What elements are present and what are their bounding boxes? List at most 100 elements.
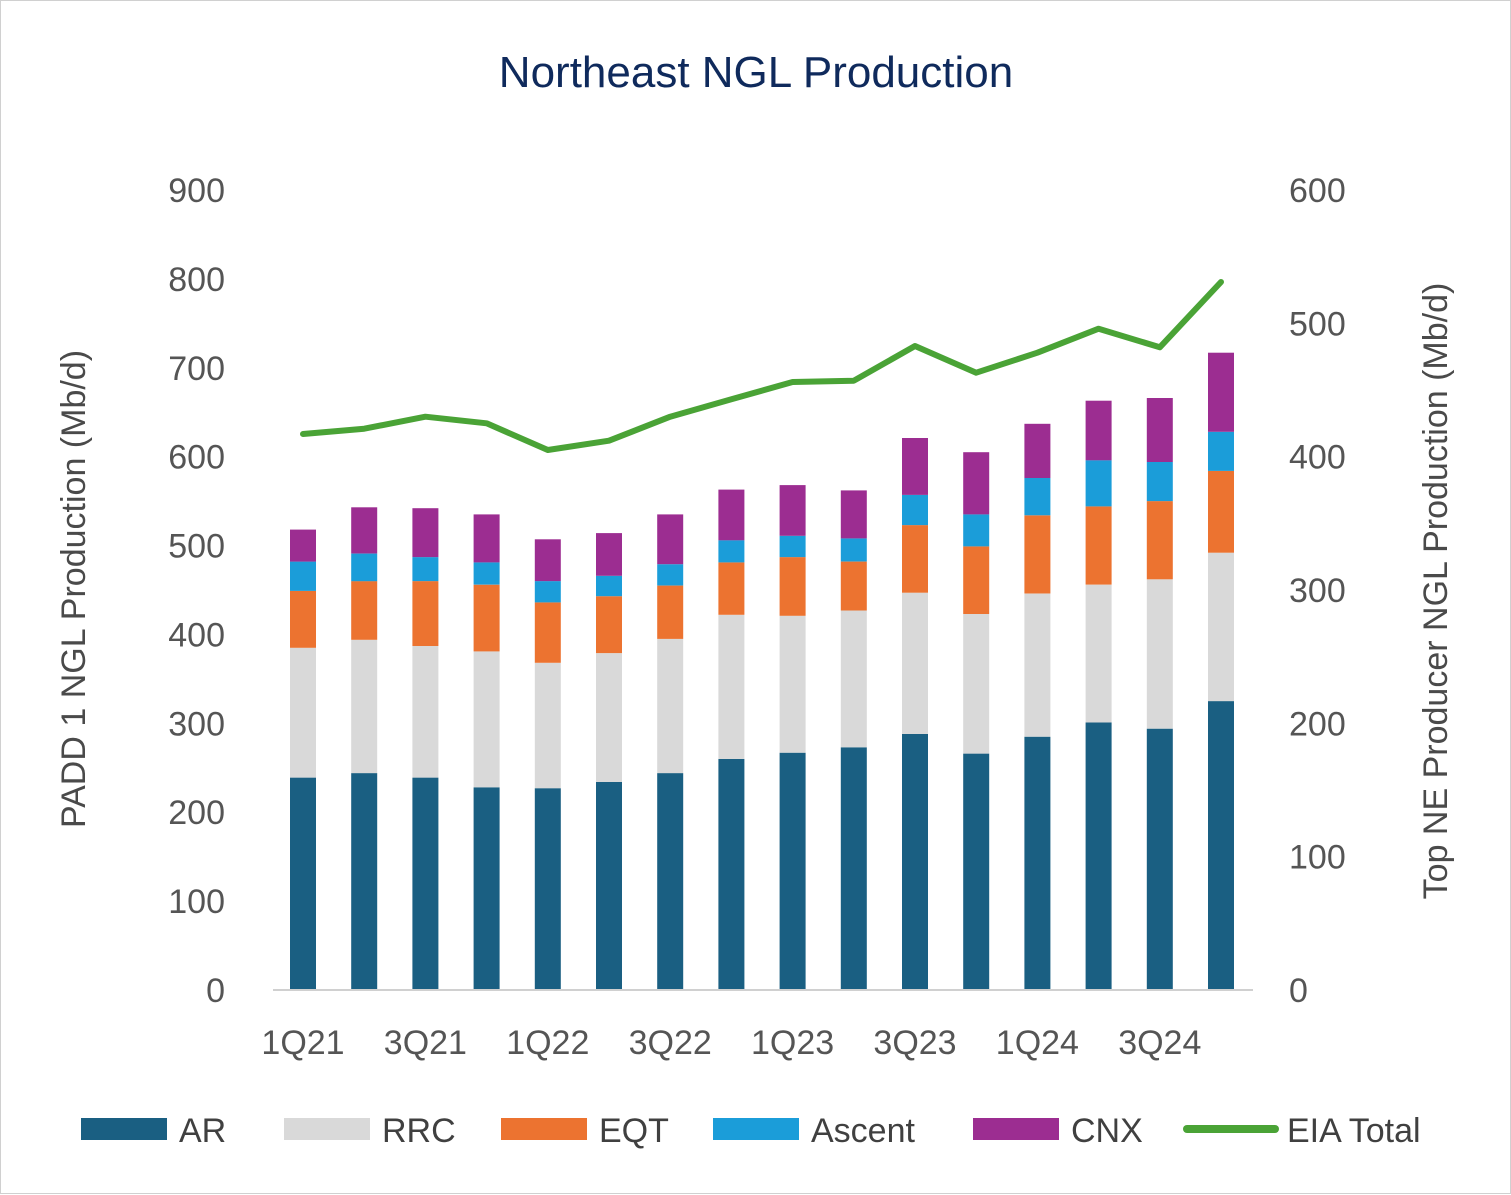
bar-eqt-2q22 <box>596 596 622 654</box>
bar-rrc-3q21 <box>412 646 439 778</box>
legend-swatch-ar <box>81 1118 167 1140</box>
bar-rrc-1q23 <box>779 615 806 753</box>
y-tick-label: 400 <box>168 616 225 654</box>
legend-swatch-cnx <box>973 1118 1059 1140</box>
x-tick-label: 1Q24 <box>996 1024 1079 1062</box>
bar-ascent-3q22 <box>657 564 684 586</box>
bar-ar-4q21 <box>473 787 500 990</box>
bar-cnx-2q22 <box>596 533 622 576</box>
bar-rrc-1q21 <box>290 647 316 778</box>
bar-ar-2q24 <box>1085 722 1112 990</box>
bar-ar-1q24 <box>1024 736 1051 990</box>
bar-ascent-2q24 <box>1085 460 1112 507</box>
bar-ascent-2q21 <box>351 553 378 582</box>
bars-layer <box>290 352 1234 990</box>
x-tick-label: 3Q21 <box>384 1024 467 1062</box>
y2-tick-label: 100 <box>1289 839 1346 877</box>
bar-ascent-3q23 <box>902 494 928 526</box>
y2-tick-label: 200 <box>1289 705 1346 743</box>
y-tick-label: 800 <box>168 261 225 299</box>
y-tick-label: 700 <box>168 350 225 388</box>
bar-rrc-2q21 <box>351 639 378 774</box>
legend-swatch-ascent <box>713 1118 799 1140</box>
legend-label-cnx: CNX <box>1071 1112 1143 1150</box>
x-tick-label: 1Q21 <box>261 1024 344 1062</box>
y-axis-left: 0 100 200 300 400 500 600 700 800 900 <box>168 172 225 1010</box>
bar-cnx-4q23 <box>963 452 990 515</box>
x-tick-label: 1Q23 <box>751 1024 834 1062</box>
bar-eqt-4q23 <box>963 546 990 614</box>
y2-tick-label: 400 <box>1289 439 1346 477</box>
x-tick-label: 3Q22 <box>629 1024 712 1062</box>
y-tick-label: 500 <box>168 528 225 566</box>
legend-label-eia-total: EIA Total <box>1287 1112 1421 1150</box>
legend-label-eqt: EQT <box>599 1112 669 1150</box>
bar-ascent-4q21 <box>473 562 500 585</box>
y-tick-label: 900 <box>168 172 225 210</box>
bar-ar-4q22 <box>718 758 745 990</box>
bar-eqt-3q24 <box>1146 501 1173 580</box>
y-tick-label: 100 <box>168 883 225 921</box>
bar-ar-3q21 <box>412 777 439 990</box>
bar-cnx-3q24 <box>1146 398 1173 462</box>
bar-eqt-1q21 <box>290 590 316 648</box>
y-tick-label: 0 <box>206 972 225 1010</box>
bar-ascent-4q23 <box>963 514 990 547</box>
bar-cnx-2q24 <box>1085 400 1112 461</box>
y-tick-label: 200 <box>168 794 225 832</box>
bar-rrc-4q22 <box>718 614 745 759</box>
x-tick-label: 3Q23 <box>873 1024 956 1062</box>
bar-ascent-3q24 <box>1146 462 1173 502</box>
y-tick-label: 600 <box>168 439 225 477</box>
legend-label-ar: AR <box>179 1112 226 1150</box>
chart-title: Northeast NGL Production <box>499 48 1013 97</box>
bar-ascent-1q24 <box>1024 478 1051 516</box>
bar-eqt-3q23 <box>902 525 928 593</box>
bar-ar-3q23 <box>902 734 928 990</box>
bar-rrc-4q21 <box>473 651 500 788</box>
y2-tick-label: 600 <box>1289 172 1346 210</box>
bar-cnx-1q21 <box>290 529 316 562</box>
y-axis-right: 0 100 200 300 400 500 600 <box>1289 172 1346 1010</box>
bar-cnx-3q22 <box>657 514 684 565</box>
line-layer <box>300 279 1224 453</box>
bar-ar-1q23 <box>779 752 806 990</box>
bar-rrc-1q22 <box>534 662 561 789</box>
bar-cnx-4q21 <box>473 514 500 563</box>
bar-eqt-2q21 <box>351 581 378 640</box>
bar-rrc-2q23 <box>840 610 867 748</box>
bar-cnx-1q23 <box>779 485 806 536</box>
bar-ar-4q24 <box>1208 701 1234 990</box>
bar-ascent-1q21 <box>290 561 316 591</box>
legend-label-ascent: Ascent <box>811 1112 915 1150</box>
bar-ar-1q21 <box>290 777 316 990</box>
bar-eqt-1q22 <box>534 602 561 663</box>
bar-ar-2q22 <box>596 782 622 990</box>
x-axis: 1Q21 3Q21 1Q22 3Q22 1Q23 3Q23 1Q24 3Q24 <box>261 1024 1201 1062</box>
bar-rrc-3q22 <box>657 638 684 774</box>
bar-ascent-1q22 <box>534 581 561 603</box>
bar-eqt-2q24 <box>1085 506 1112 585</box>
bar-eqt-3q21 <box>412 581 439 646</box>
bar-cnx-3q23 <box>902 438 928 495</box>
bar-ar-1q22 <box>534 788 561 990</box>
bar-ascent-4q24 <box>1208 431 1234 471</box>
bar-cnx-2q21 <box>351 507 378 554</box>
bar-cnx-3q21 <box>412 508 439 558</box>
bar-ar-2q23 <box>840 747 867 990</box>
y-tick-label: 300 <box>168 705 225 743</box>
bar-eqt-2q23 <box>840 561 867 611</box>
bar-rrc-4q24 <box>1208 552 1234 702</box>
bar-rrc-1q24 <box>1024 593 1051 737</box>
bar-ascent-3q21 <box>412 557 439 582</box>
bar-eqt-4q24 <box>1208 470 1234 553</box>
bar-ascent-2q22 <box>596 575 622 597</box>
bar-ascent-4q22 <box>718 540 745 563</box>
bar-ascent-2q23 <box>840 538 867 562</box>
bar-eqt-1q24 <box>1024 515 1051 594</box>
bar-cnx-2q23 <box>840 490 867 539</box>
y2-tick-label: 500 <box>1289 305 1346 343</box>
bar-ar-3q24 <box>1146 728 1173 990</box>
bar-rrc-2q24 <box>1085 584 1112 723</box>
